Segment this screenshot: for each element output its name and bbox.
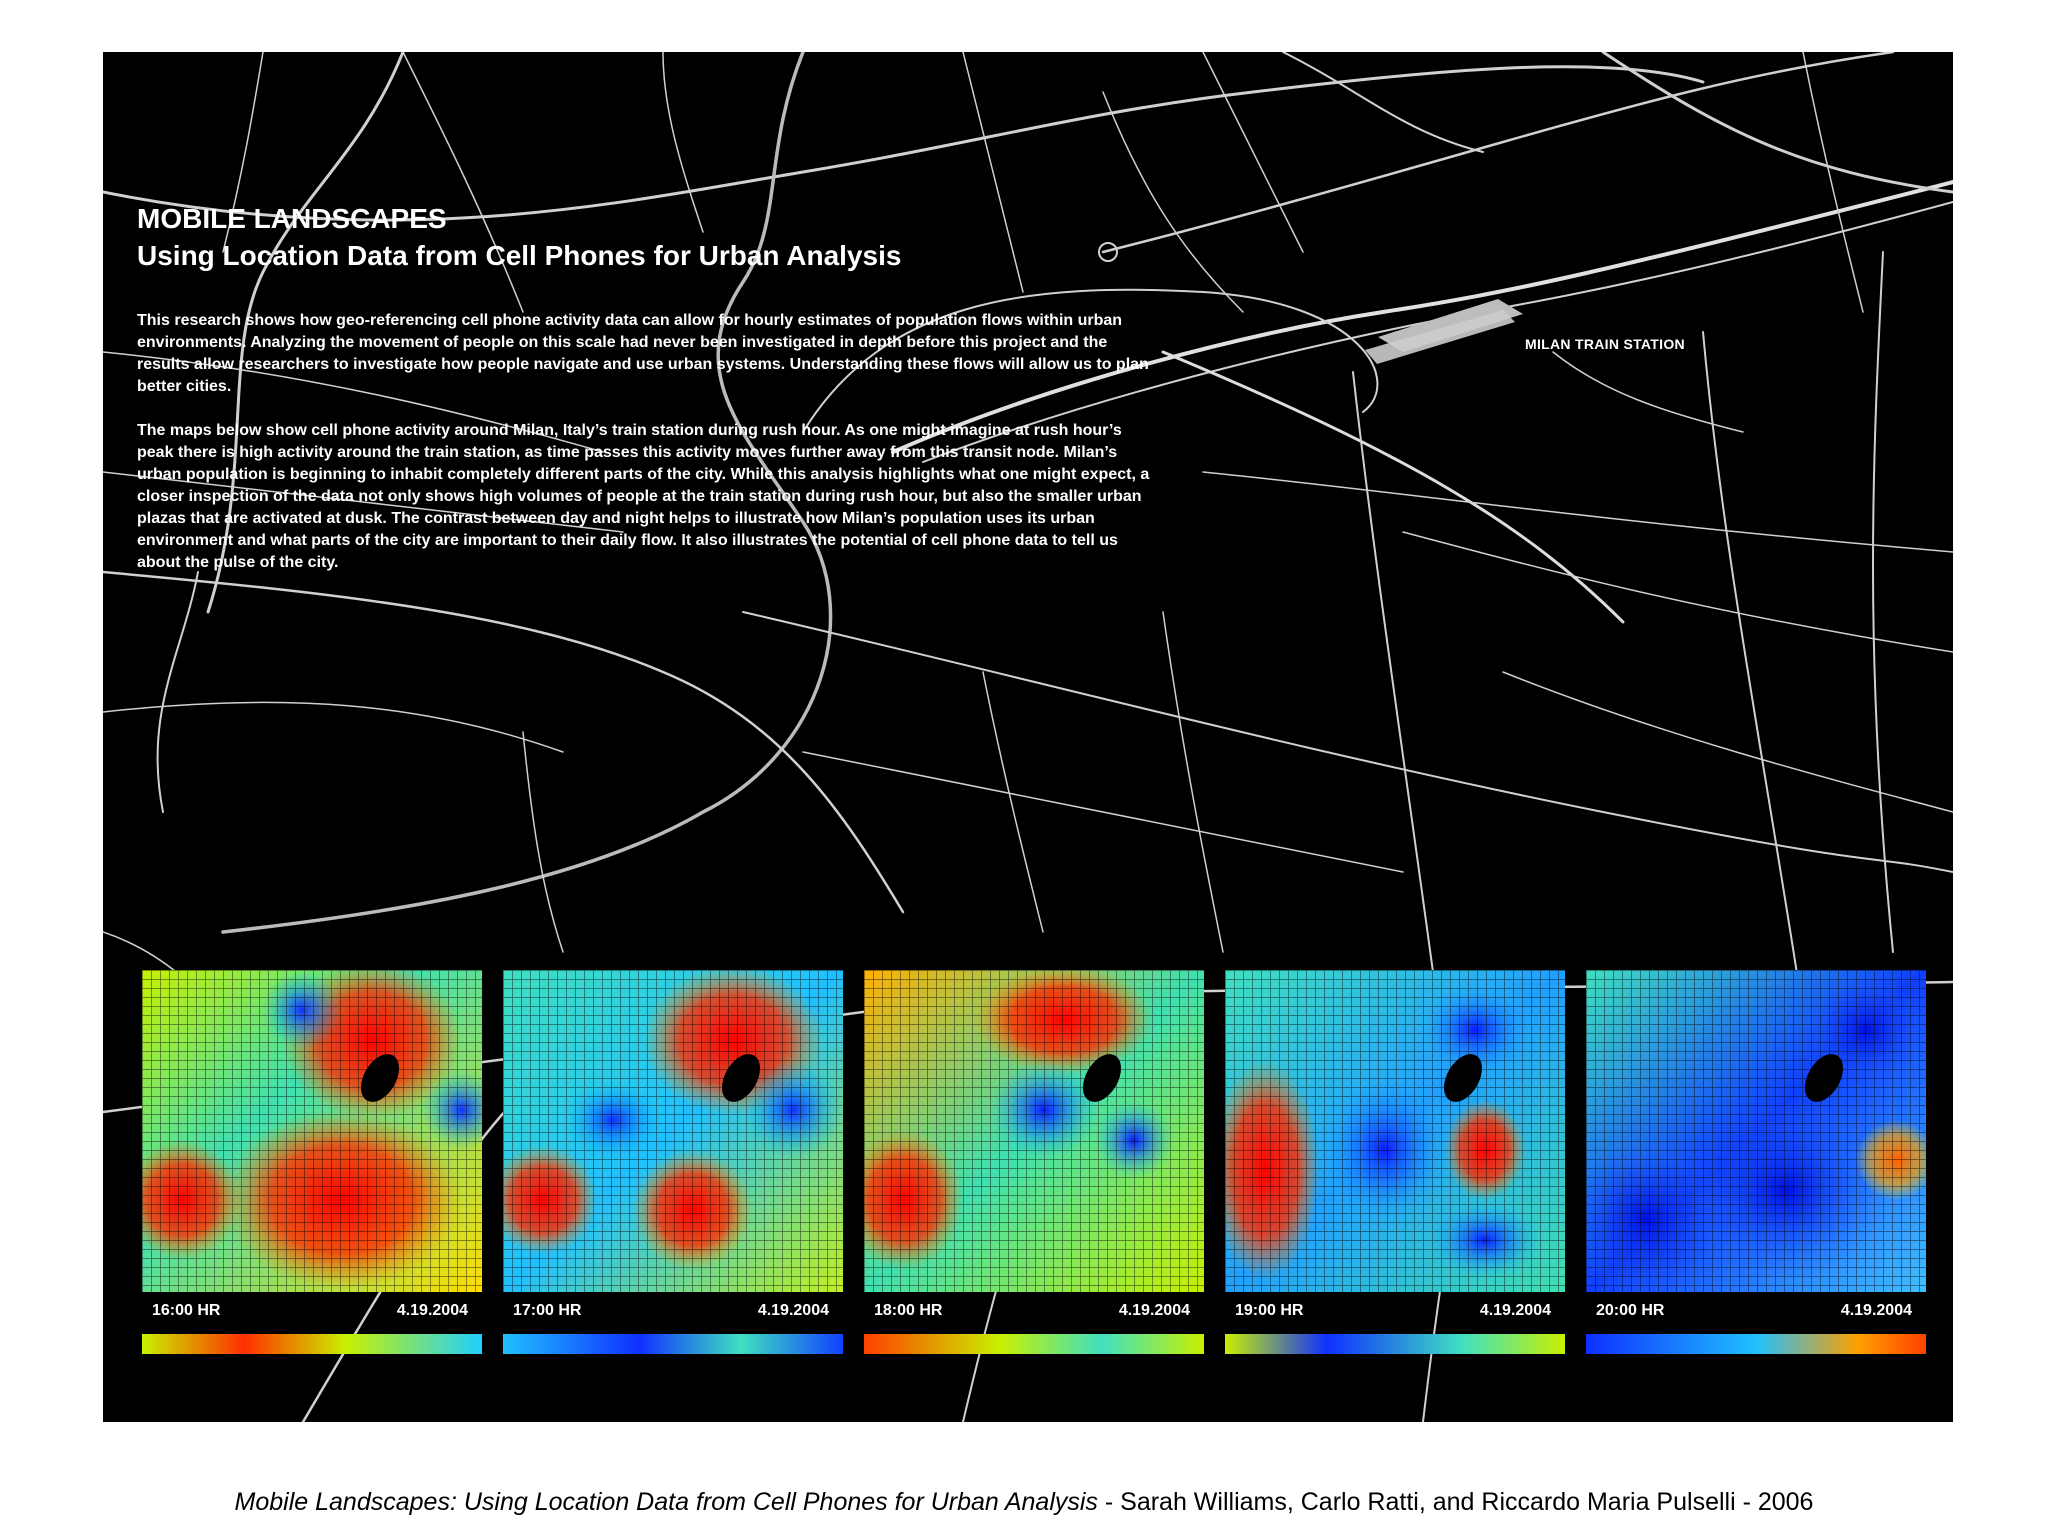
heatmap-strip	[503, 1334, 843, 1354]
panel-time: 18:00 HR	[874, 1302, 943, 1319]
footer-title: Mobile Landscapes: Using Location Data f…	[234, 1488, 1098, 1516]
heatmap-image	[864, 970, 1204, 1292]
panel-time: 20:00 HR	[1596, 1302, 1665, 1319]
panel-time: 19:00 HR	[1235, 1302, 1304, 1319]
heatmap-panel-5: 20:00 HR 4.19.2004	[1586, 970, 1926, 1354]
page-title: MOBILE LANDSCAPES	[137, 203, 447, 234]
panel-caption: 20:00 HR 4.19.2004	[1586, 1300, 1926, 1322]
heatmap-panel-1: 16:00 HR 4.19.2004	[142, 970, 482, 1354]
panel-caption: 19:00 HR 4.19.2004	[1225, 1300, 1565, 1322]
panel-time: 16:00 HR	[152, 1302, 221, 1319]
heatmap-image	[1586, 970, 1926, 1292]
heatmap-strip	[1225, 1334, 1565, 1354]
panel-caption: 17:00 HR 4.19.2004	[503, 1300, 843, 1322]
heatmap-image	[142, 970, 482, 1292]
description-paragraph-1: This research shows how geo-referencing …	[137, 312, 1149, 395]
heatmap-panel-3: 18:00 HR 4.19.2004	[864, 970, 1204, 1354]
poster: MOBILE LANDSCAPES Using Location Data fr…	[103, 52, 1953, 1422]
heatmap-strip	[1586, 1334, 1926, 1354]
panel-date: 4.19.2004	[396, 1302, 468, 1319]
panel-date: 4.19.2004	[1479, 1302, 1551, 1319]
panel-date: 4.19.2004	[1118, 1302, 1190, 1319]
footer-caption: Mobile Landscapes: Using Location Data f…	[0, 1488, 2048, 1517]
description-paragraph-2: The maps below show cell phone activity …	[137, 422, 1150, 571]
heatmap-image	[503, 970, 843, 1292]
panel-time: 17:00 HR	[513, 1302, 582, 1319]
train-station-label: MILAN TRAIN STATION	[1525, 336, 1685, 352]
heatmap-strip	[864, 1334, 1204, 1354]
heatmap-panel-2: 17:00 HR 4.19.2004	[503, 970, 843, 1354]
heatmap-strip	[142, 1334, 482, 1354]
panel-caption: 16:00 HR 4.19.2004	[142, 1300, 482, 1322]
page-subtitle: Using Location Data from Cell Phones for…	[137, 240, 902, 271]
panel-caption: 18:00 HR 4.19.2004	[864, 1300, 1204, 1322]
description: This research shows how geo-referencing …	[137, 310, 1157, 596]
footer-credits: - Sarah Williams, Carlo Ratti, and Ricca…	[1097, 1488, 1814, 1516]
heatmap-image	[1225, 970, 1565, 1292]
panel-date: 4.19.2004	[1840, 1302, 1912, 1319]
panel-date: 4.19.2004	[757, 1302, 829, 1319]
title-block: MOBILE LANDSCAPES Using Location Data fr…	[137, 200, 901, 274]
heatmap-panel-4: 19:00 HR 4.19.2004	[1225, 970, 1565, 1354]
